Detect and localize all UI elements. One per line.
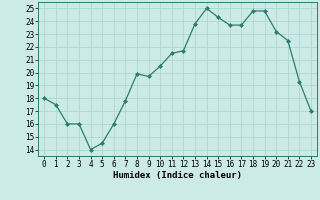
X-axis label: Humidex (Indice chaleur): Humidex (Indice chaleur) bbox=[113, 171, 242, 180]
